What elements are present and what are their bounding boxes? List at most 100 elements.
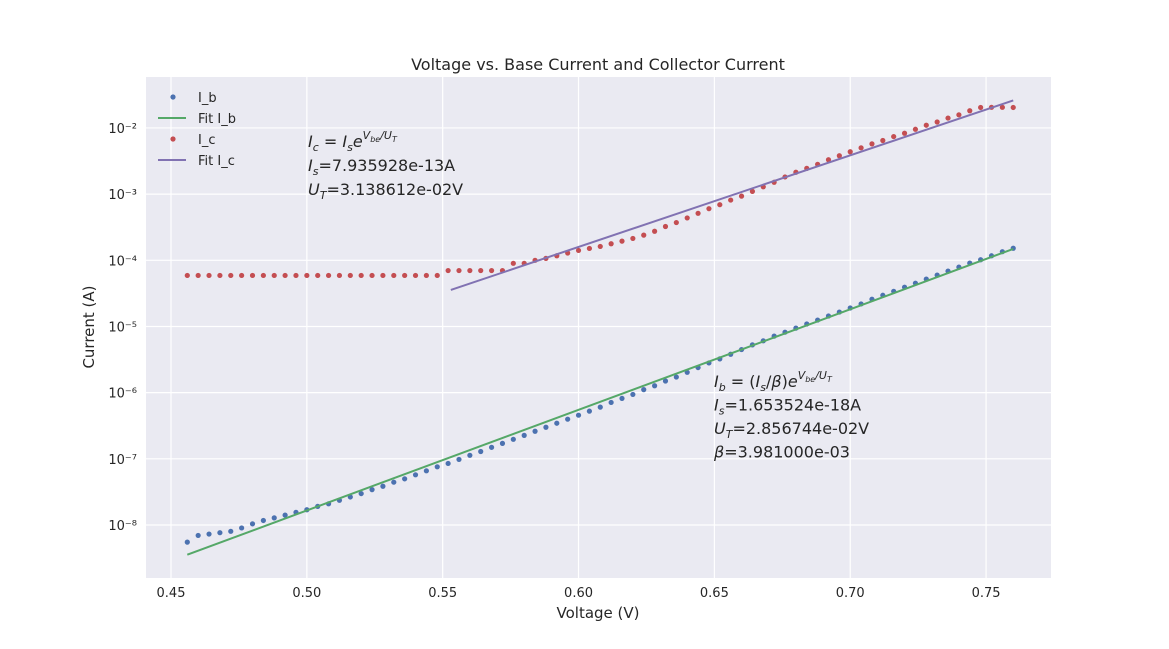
data-point (858, 145, 864, 151)
annotation-part: I (756, 372, 761, 391)
annotation-part: b (719, 381, 726, 394)
data-point (597, 404, 603, 410)
data-point (445, 267, 451, 274)
annotation-part: ) (782, 372, 788, 391)
data-point (662, 223, 669, 230)
annotation: β=3.981000e-03 (713, 443, 850, 462)
data-point (325, 272, 332, 279)
data-point (630, 235, 636, 242)
grid (146, 77, 1051, 578)
data-point (369, 487, 375, 493)
y-tick-label: 10⁻⁸ (108, 519, 137, 534)
data-point (891, 133, 897, 140)
data-point (467, 267, 473, 274)
annotation-part: I (308, 156, 313, 175)
data-point (619, 238, 625, 244)
data-point (412, 472, 419, 478)
annotation-part: T (392, 135, 398, 144)
data-point (184, 272, 190, 279)
annotation-part: s (347, 141, 353, 154)
data-point (673, 219, 679, 226)
data-point (423, 272, 429, 279)
data-point (478, 267, 484, 274)
data-point (554, 420, 560, 426)
data-point (934, 119, 940, 125)
series-markers (184, 104, 1016, 279)
data-point (217, 530, 223, 536)
y-tick-label: 10⁻³ (108, 188, 137, 203)
data-point (434, 272, 440, 279)
annotation-part: /U (379, 129, 392, 142)
data-point (662, 378, 669, 384)
data-point (402, 476, 408, 482)
data-point (380, 483, 386, 489)
y-tick-label: 10⁻² (108, 122, 137, 137)
data-point (543, 424, 549, 430)
annotation-part: T (320, 189, 328, 202)
annotation-part: I (342, 132, 347, 151)
data-point (369, 272, 375, 279)
legend-marker (170, 94, 176, 100)
data-point (499, 440, 506, 446)
annotation-part: e (353, 132, 363, 151)
data-point (521, 432, 527, 438)
data-point (510, 436, 516, 442)
data-point (641, 232, 647, 238)
data-point (195, 272, 201, 279)
annotation-part: T (827, 375, 833, 384)
annotation-part: I (308, 132, 313, 151)
annotation-part: e (788, 372, 798, 391)
data-point (336, 272, 343, 279)
data-point (978, 104, 984, 111)
data-point (652, 383, 658, 389)
x-tick-label: 0.65 (700, 586, 729, 601)
data-point (586, 408, 592, 414)
x-tick-label: 0.50 (292, 586, 321, 601)
annotation-part: =2.856744e-02V (732, 419, 869, 438)
annotation: UT=3.138612e-02V (308, 180, 463, 202)
y-tick-label: 10⁻⁶ (108, 387, 137, 402)
data-point (880, 137, 886, 144)
y-tick-label: 10⁻⁴ (108, 254, 137, 269)
data-point (619, 395, 625, 402)
plot-area (146, 77, 1051, 578)
x-tick-label: 0.60 (564, 586, 593, 601)
data-point (695, 210, 701, 216)
data-point (249, 272, 256, 279)
data-point (358, 272, 364, 279)
data-point (510, 260, 516, 266)
data-point (869, 141, 875, 147)
data-point (825, 157, 832, 163)
annotation-part: U (308, 180, 320, 199)
data-point (358, 490, 364, 497)
annotation-part: I (714, 372, 719, 391)
data-point (412, 272, 419, 279)
data-point (956, 112, 962, 118)
annotation-part: /U (814, 369, 827, 382)
annotation-part: = (319, 132, 343, 151)
annotation-part: I (714, 396, 719, 415)
data-point (641, 387, 647, 393)
legend-label: I_b (198, 91, 217, 106)
data-point (195, 532, 201, 539)
data-point (249, 521, 256, 527)
x-tick-label: 0.45 (157, 586, 186, 601)
data-point (456, 456, 462, 463)
data-point (1010, 104, 1016, 111)
annotation-part: / (766, 372, 772, 391)
legend-label: Fit I_b (198, 112, 236, 127)
annotation-part: be (370, 135, 380, 144)
data-point (586, 245, 592, 252)
y-axis-label: Current (A) (80, 285, 98, 368)
data-point (597, 243, 603, 250)
data-point (945, 115, 951, 121)
data-point (260, 272, 266, 279)
annotation-part: c (313, 141, 319, 154)
data-point (912, 126, 919, 132)
y-tick-label: 10⁻⁵ (108, 320, 137, 335)
data-point (673, 374, 679, 380)
data-point (423, 468, 429, 474)
data-point (488, 267, 495, 274)
data-point (391, 272, 397, 279)
